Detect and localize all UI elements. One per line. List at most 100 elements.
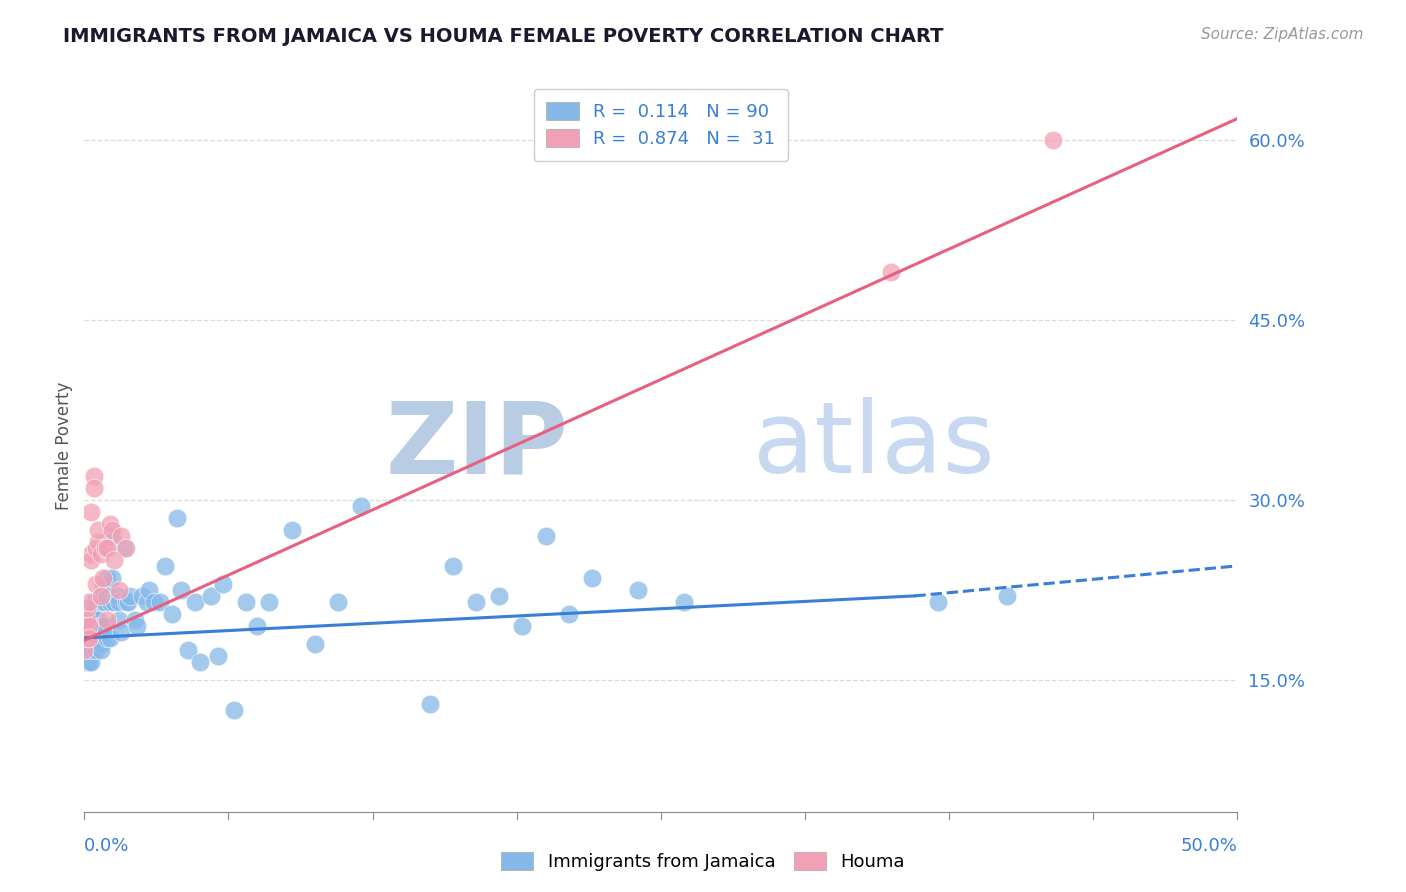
Point xyxy=(149,595,172,609)
Point xyxy=(91,571,114,585)
Point xyxy=(84,600,107,615)
Point xyxy=(124,613,146,627)
Point xyxy=(80,619,103,633)
Legend: Immigrants from Jamaica, Houma: Immigrants from Jamaica, Houma xyxy=(494,845,912,879)
Point xyxy=(73,643,96,657)
Legend: R =  0.114   N = 90, R =  0.874   N =  31: R = 0.114 N = 90, R = 0.874 N = 31 xyxy=(534,89,787,161)
Point xyxy=(672,595,695,609)
Point xyxy=(131,589,153,603)
Point xyxy=(89,589,111,603)
Point xyxy=(77,643,100,657)
Point xyxy=(91,577,114,591)
Point xyxy=(73,631,96,645)
Point xyxy=(89,637,111,651)
Point xyxy=(96,571,118,585)
Point xyxy=(89,547,111,561)
Point xyxy=(94,619,117,633)
Point xyxy=(77,624,100,639)
Point xyxy=(76,631,98,645)
Point xyxy=(207,648,229,663)
Point xyxy=(170,582,193,597)
Point xyxy=(465,595,488,609)
Point xyxy=(880,265,903,279)
Point xyxy=(257,595,280,609)
Point xyxy=(80,631,103,645)
Point xyxy=(84,541,107,555)
Point xyxy=(73,619,96,633)
Point xyxy=(84,631,107,645)
Point xyxy=(103,595,125,609)
Point xyxy=(76,631,98,645)
Point xyxy=(77,619,100,633)
Point xyxy=(84,643,107,657)
Point xyxy=(224,703,246,717)
Point xyxy=(120,589,142,603)
Point xyxy=(76,655,98,669)
Point xyxy=(110,529,132,543)
Text: ZIP: ZIP xyxy=(385,398,568,494)
Point xyxy=(77,648,100,663)
Point xyxy=(350,499,373,513)
Point xyxy=(96,631,118,645)
Point xyxy=(80,553,103,567)
Point xyxy=(91,582,114,597)
Point xyxy=(77,613,100,627)
Point xyxy=(77,595,100,609)
Point xyxy=(80,643,103,657)
Point xyxy=(80,547,103,561)
Point xyxy=(419,697,441,711)
Point xyxy=(112,541,135,555)
Point xyxy=(108,595,131,609)
Point xyxy=(77,637,100,651)
Point xyxy=(77,655,100,669)
Text: 0.0%: 0.0% xyxy=(84,837,129,855)
Point xyxy=(76,648,98,663)
Point xyxy=(153,558,176,573)
Point xyxy=(83,619,105,633)
Point xyxy=(96,613,118,627)
Point xyxy=(115,541,138,555)
Point xyxy=(83,481,105,495)
Point xyxy=(84,613,107,627)
Point xyxy=(77,631,100,645)
Point xyxy=(98,595,121,609)
Point xyxy=(76,619,98,633)
Point xyxy=(94,541,117,555)
Point xyxy=(84,577,107,591)
Point xyxy=(188,655,211,669)
Point xyxy=(142,595,165,609)
Point xyxy=(488,589,510,603)
Point xyxy=(304,637,326,651)
Text: Source: ZipAtlas.com: Source: ZipAtlas.com xyxy=(1201,27,1364,42)
Point xyxy=(87,523,110,537)
Point xyxy=(101,571,124,585)
Point xyxy=(200,589,222,603)
Point xyxy=(98,516,121,531)
Point xyxy=(581,571,603,585)
Point xyxy=(184,595,207,609)
Point xyxy=(1042,133,1064,147)
Point xyxy=(76,613,98,627)
Point xyxy=(80,655,103,669)
Point xyxy=(326,595,349,609)
Point xyxy=(110,624,132,639)
Point xyxy=(87,613,110,627)
Point xyxy=(105,589,128,603)
Point xyxy=(80,631,103,645)
Point xyxy=(108,582,131,597)
Point xyxy=(76,600,98,615)
Text: IMMIGRANTS FROM JAMAICA VS HOUMA FEMALE POVERTY CORRELATION CHART: IMMIGRANTS FROM JAMAICA VS HOUMA FEMALE … xyxy=(63,27,943,45)
Point xyxy=(177,643,200,657)
Point xyxy=(117,595,139,609)
Point xyxy=(441,558,464,573)
Point xyxy=(115,595,138,609)
Point xyxy=(83,600,105,615)
Point xyxy=(87,624,110,639)
Point xyxy=(96,589,118,603)
Point xyxy=(83,469,105,483)
Point xyxy=(138,582,160,597)
Point xyxy=(103,553,125,567)
Point xyxy=(76,643,98,657)
Point xyxy=(101,529,124,543)
Point xyxy=(94,595,117,609)
